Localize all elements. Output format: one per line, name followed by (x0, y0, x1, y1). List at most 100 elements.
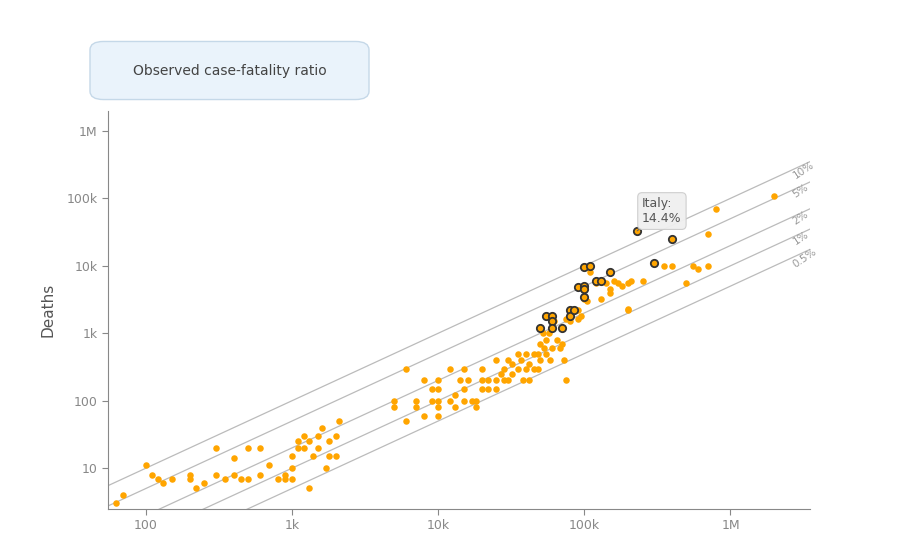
Point (165, 474, 179, 483)
Point (603, 285, 617, 294)
Point (328, 431, 343, 440)
Point (533, 340, 547, 348)
Point (583, 262, 598, 270)
Point (563, 306, 578, 315)
Point (291, 444, 305, 452)
Point (475, 364, 490, 373)
Text: 1%: 1% (791, 229, 810, 247)
Point (625, 276, 639, 285)
Point (291, 437, 305, 446)
Point (577, 292, 591, 301)
Point (108, 499, 122, 508)
Point (665, 234, 680, 243)
Point (497, 376, 511, 385)
Point (768, 191, 782, 200)
Point (571, 306, 585, 315)
Point (563, 309, 578, 317)
Point (647, 259, 662, 268)
Point (302, 437, 316, 446)
Point (424, 384, 438, 393)
Point (431, 411, 446, 420)
Point (296, 444, 310, 452)
Point (580, 296, 595, 305)
Point (589, 276, 603, 285)
Point (577, 292, 591, 301)
Point (665, 234, 680, 243)
Y-axis label: Deaths: Deaths (40, 283, 55, 337)
Text: 2%: 2% (791, 208, 810, 226)
Point (453, 376, 467, 385)
Point (431, 403, 446, 411)
Point (253, 444, 267, 452)
Point (475, 384, 490, 393)
Point (621, 306, 635, 315)
Point (457, 384, 472, 393)
Point (589, 276, 603, 285)
Point (262, 461, 276, 470)
Point (505, 359, 519, 368)
Point (500, 356, 515, 364)
Point (539, 349, 554, 358)
Point (500, 376, 515, 385)
Point (227, 454, 241, 463)
Point (563, 311, 578, 320)
Point (253, 470, 267, 479)
Point (563, 306, 578, 315)
Point (533, 356, 547, 364)
Point (322, 452, 337, 461)
Point (574, 311, 589, 320)
Text: Italy:
14.4%: Italy: 14.4% (637, 197, 681, 231)
Point (533, 324, 547, 332)
Text: 5%: 5% (791, 182, 810, 200)
Point (547, 317, 562, 326)
Point (315, 423, 329, 432)
Point (630, 226, 644, 235)
Point (319, 464, 333, 473)
Point (431, 384, 446, 393)
Point (583, 268, 598, 276)
Point (328, 452, 343, 461)
Point (539, 335, 554, 344)
Point (227, 470, 241, 479)
Point (544, 344, 559, 353)
Point (482, 384, 496, 393)
Point (621, 305, 635, 314)
Point (680, 279, 694, 288)
Point (559, 376, 573, 385)
Point (611, 279, 625, 288)
Point (457, 364, 472, 373)
Point (310, 444, 325, 452)
Point (219, 474, 233, 483)
Point (701, 262, 716, 270)
Point (514, 356, 528, 364)
Point (594, 295, 608, 304)
Point (183, 470, 197, 479)
Point (550, 335, 564, 344)
Point (139, 461, 153, 470)
Point (554, 324, 569, 332)
Point (563, 317, 578, 326)
Point (583, 262, 598, 270)
Point (516, 376, 530, 385)
Point (447, 403, 462, 411)
Point (537, 344, 552, 353)
Point (431, 376, 446, 385)
Point (577, 281, 591, 290)
Point (234, 474, 248, 483)
Point (539, 311, 554, 320)
Point (607, 276, 621, 285)
Point (544, 311, 559, 320)
Point (522, 376, 536, 385)
Point (490, 376, 504, 385)
Point (615, 281, 629, 290)
Point (150, 474, 165, 483)
Point (285, 474, 300, 483)
Point (594, 276, 608, 285)
Point (691, 264, 706, 273)
Point (526, 364, 541, 373)
Text: Observed case-fatality ratio: Observed case-fatality ratio (132, 64, 327, 77)
Point (544, 324, 559, 332)
Point (544, 311, 559, 320)
Point (116, 491, 130, 499)
Point (526, 349, 541, 358)
